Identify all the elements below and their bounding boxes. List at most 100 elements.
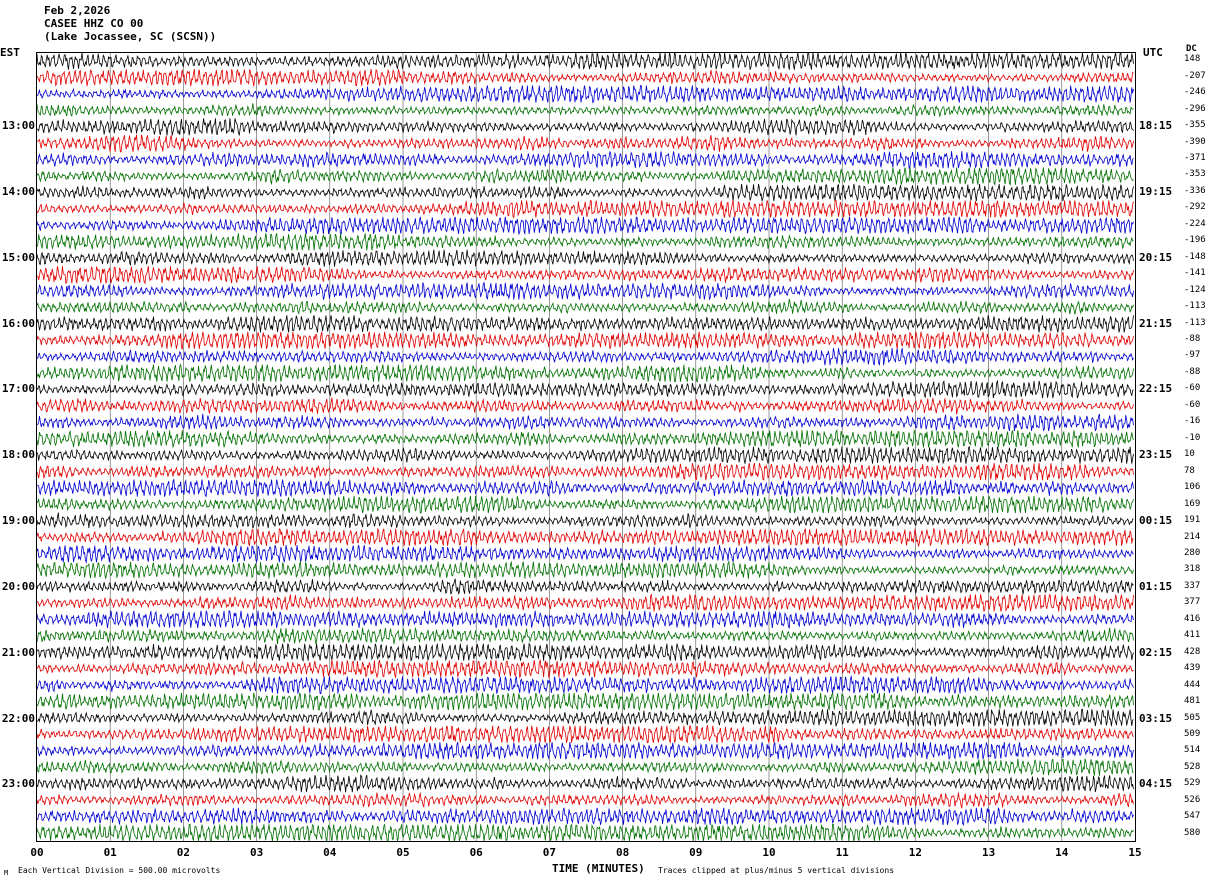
seismogram-trace <box>37 445 1134 465</box>
right-time-label: 23:15 <box>1139 448 1173 462</box>
dc-value: 280 <box>1184 547 1201 558</box>
left-time-label: 19:00 <box>1 514 35 528</box>
seismogram-trace <box>37 233 1134 251</box>
seismogram-trace <box>37 495 1134 514</box>
dc-value: 416 <box>1184 613 1201 624</box>
seismogram-trace <box>37 183 1134 202</box>
left-time-label: 21:00 <box>1 645 35 659</box>
right-time-label: 03:15 <box>1139 711 1173 725</box>
dc-value: -124 <box>1184 284 1206 295</box>
dc-value: 428 <box>1184 646 1201 657</box>
right-time-label: 19:15 <box>1139 184 1173 198</box>
seismogram-trace <box>37 315 1134 334</box>
x-tick-label: 14 <box>1055 846 1069 859</box>
seismogram-trace <box>37 741 1134 761</box>
seismogram-trace <box>37 642 1134 663</box>
clip-note: Traces clipped at plus/minus 5 vertical … <box>658 866 895 875</box>
seismogram-trace <box>37 167 1134 186</box>
seismogram-trace <box>37 397 1134 415</box>
seismogram-trace <box>37 478 1134 498</box>
footer-mark: M <box>4 869 9 877</box>
x-tick-label: 04 <box>323 846 337 859</box>
seismogram-trace <box>37 413 1134 432</box>
dc-value: 580 <box>1184 827 1201 838</box>
seismogram-trace <box>37 68 1134 87</box>
left-time-label: 15:00 <box>1 250 35 264</box>
left-time-label: 16:00 <box>1 316 35 330</box>
seismogram-trace <box>37 103 1134 117</box>
seismogram-trace <box>37 758 1134 776</box>
dc-value: -113 <box>1184 301 1206 312</box>
dc-value: -196 <box>1184 235 1206 246</box>
seismogram-trace <box>37 724 1134 744</box>
left-time-label: 13:00 <box>1 119 35 133</box>
dc-value: -88 <box>1184 366 1201 377</box>
seismogram-trace <box>37 199 1134 219</box>
dc-value: 411 <box>1184 630 1201 641</box>
seismogram-trace <box>37 429 1134 449</box>
seismogram-trace <box>37 708 1134 727</box>
dc-value: 377 <box>1184 597 1201 608</box>
dc-value: -148 <box>1184 251 1206 262</box>
dc-value: -141 <box>1184 268 1206 279</box>
seismogram-trace <box>37 462 1134 481</box>
seismogram-trace <box>37 216 1134 236</box>
dc-value: 214 <box>1184 531 1201 542</box>
seismogram-trace <box>37 118 1134 136</box>
seismogram-trace <box>37 774 1134 793</box>
dc-value: -296 <box>1184 103 1206 114</box>
left-time-label: 20:00 <box>1 579 35 593</box>
x-tick-label: 06 <box>469 846 483 859</box>
dc-value: 528 <box>1184 761 1201 772</box>
left-time-label: 14:00 <box>1 184 35 198</box>
right-time-label: 02:15 <box>1139 645 1173 659</box>
seismogram-trace <box>37 527 1134 548</box>
dc-value: 169 <box>1184 498 1201 509</box>
dc-value: -371 <box>1184 152 1206 163</box>
x-tick-label: 09 <box>689 846 703 859</box>
dc-value: -292 <box>1184 202 1206 213</box>
dc-value: 526 <box>1184 794 1201 805</box>
x-tick-label: 10 <box>762 846 776 859</box>
header-station: CASEE HHZ CO 00 <box>44 17 144 30</box>
x-tick-label: 00 <box>30 846 44 859</box>
seismogram-trace <box>37 84 1134 104</box>
dc-value: 444 <box>1184 679 1201 690</box>
x-tick-label: 01 <box>103 846 117 859</box>
dc-value: 78 <box>1184 465 1195 476</box>
seismogram-trace <box>37 691 1134 712</box>
seismogram-trace <box>37 560 1134 579</box>
dc-value: -60 <box>1184 383 1201 394</box>
x-tick-label: 15 <box>1128 846 1142 859</box>
seismogram-trace <box>37 379 1134 399</box>
x-tick-label: 12 <box>908 846 923 859</box>
seismogram-trace <box>37 593 1134 612</box>
dc-value: 148 <box>1184 54 1201 65</box>
x-tick-label: 07 <box>542 846 557 859</box>
seismogram-trace <box>37 807 1134 827</box>
seismogram-trace <box>37 53 1134 70</box>
dc-value: -390 <box>1184 136 1206 147</box>
right-time-label: 21:15 <box>1139 316 1173 330</box>
right-axis-label: UTC <box>1143 46 1163 59</box>
seismogram-plot <box>36 52 1136 842</box>
dc-value: 547 <box>1184 811 1201 822</box>
dc-value: -113 <box>1184 317 1206 328</box>
dc-value: 318 <box>1184 564 1201 575</box>
seismogram-trace <box>37 348 1134 366</box>
right-time-label: 22:15 <box>1139 382 1173 396</box>
seismogram-trace <box>37 363 1134 383</box>
seismogram-trace <box>37 512 1134 529</box>
dc-value: -16 <box>1184 416 1201 427</box>
x-tick-label: 02 <box>176 846 191 859</box>
seismogram-trace <box>37 791 1134 809</box>
right-time-label: 04:15 <box>1139 777 1173 791</box>
x-tick-label: 08 <box>615 846 630 859</box>
seismogram-trace <box>37 265 1134 285</box>
dc-value: -10 <box>1184 432 1201 443</box>
seismogram-trace <box>37 823 1134 841</box>
seismogram-trace <box>37 544 1134 564</box>
dc-value: 529 <box>1184 778 1201 789</box>
dc-value: 191 <box>1184 515 1201 526</box>
x-axis-title: TIME (MINUTES) <box>552 862 645 875</box>
